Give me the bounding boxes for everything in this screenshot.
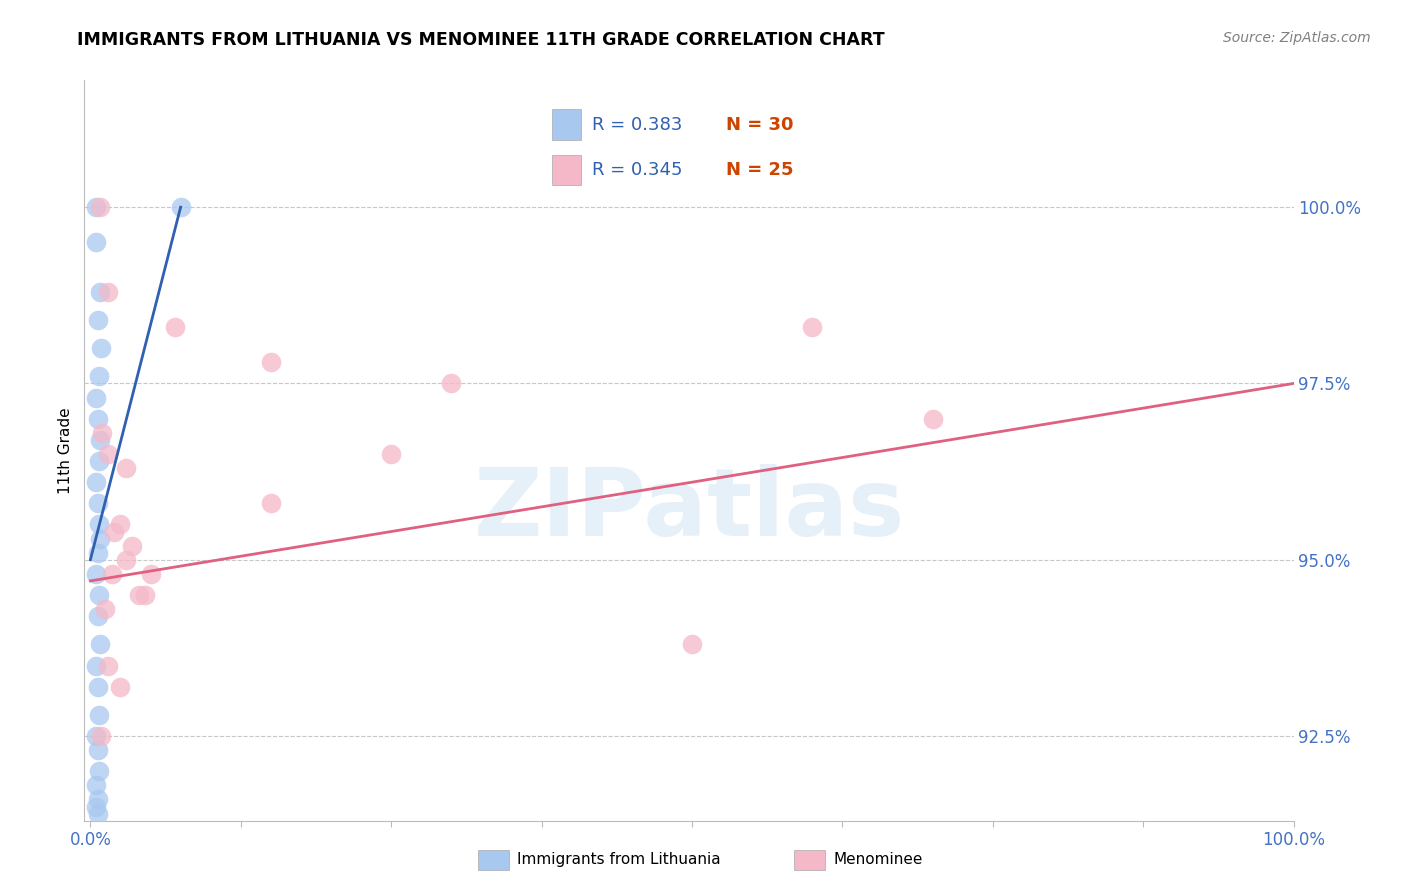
Point [89, 433, 111, 447]
Point [121, 539, 143, 553]
Point [86, 546, 108, 560]
Point [86, 235, 108, 250]
Point [110, 517, 132, 532]
Point [380, 447, 402, 461]
Point [110, 680, 132, 694]
Point [87, 369, 110, 384]
Point [86, 496, 108, 510]
Point [128, 588, 150, 602]
Point [86, 658, 108, 673]
Point [86, 391, 108, 405]
Point [87, 588, 110, 602]
Point [89, 532, 111, 546]
Point [86, 200, 108, 214]
Point [260, 355, 283, 369]
Point [101, 566, 124, 581]
Point [97, 658, 120, 673]
Point [94, 602, 117, 616]
Point [89, 200, 111, 214]
Point [91, 425, 114, 440]
Point [103, 524, 125, 539]
Point [87, 517, 110, 532]
Point [87, 454, 110, 468]
Point [89, 285, 111, 299]
Point [86, 806, 108, 821]
Point [86, 313, 108, 327]
Point [86, 743, 108, 757]
Y-axis label: 11th Grade: 11th Grade [58, 407, 73, 494]
Point [260, 496, 283, 510]
Point [169, 200, 191, 214]
Text: Source: ZipAtlas.com: Source: ZipAtlas.com [1223, 31, 1371, 45]
Text: Immigrants from Lithuania: Immigrants from Lithuania [517, 853, 721, 867]
Point [115, 553, 138, 567]
Point [87, 764, 110, 779]
Point [86, 680, 108, 694]
Point [86, 792, 108, 806]
Point [97, 285, 120, 299]
Point [87, 707, 110, 722]
Point [86, 475, 108, 490]
Point [86, 609, 108, 624]
Point [86, 411, 108, 425]
Text: IMMIGRANTS FROM LITHUANIA VS MENOMINEE 11TH GRADE CORRELATION CHART: IMMIGRANTS FROM LITHUANIA VS MENOMINEE 1… [77, 31, 884, 49]
Point [97, 447, 120, 461]
Point [90, 341, 112, 355]
Point [801, 320, 824, 334]
Point [921, 411, 943, 425]
Point [163, 320, 186, 334]
Point [139, 566, 162, 581]
Point [86, 799, 108, 814]
Point [86, 729, 108, 743]
Text: Menominee: Menominee [834, 853, 924, 867]
Text: ZIPatlas: ZIPatlas [474, 464, 904, 556]
Point [86, 778, 108, 792]
Point [89, 637, 111, 651]
Point [681, 637, 703, 651]
Point [134, 588, 156, 602]
Point [115, 461, 138, 475]
Point [90, 729, 112, 743]
Point [440, 376, 463, 391]
Point [86, 566, 108, 581]
